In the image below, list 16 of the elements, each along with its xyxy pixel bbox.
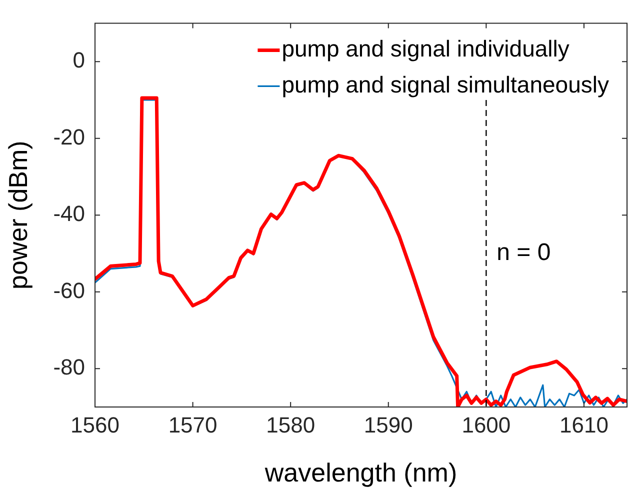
y-tick-label: -20	[53, 124, 85, 150]
x-axis-title: wavelength (nm)	[264, 458, 458, 488]
x-tick-label: 1580	[266, 412, 316, 438]
y-tick-label: -80	[53, 354, 85, 380]
annotation: n = 0	[496, 239, 551, 266]
x-tick-label: 1590	[364, 412, 413, 438]
y-tick-label: -40	[53, 201, 85, 226]
x-tick-label: 1560	[70, 412, 120, 438]
y-tick-label: 0	[72, 48, 85, 73]
legend-label: pump and signal simultaneously	[282, 72, 610, 98]
x-tick-label: 1570	[168, 412, 218, 438]
x-tick-label: 1610	[559, 412, 608, 438]
legend-label: pump and signal individually	[282, 36, 570, 62]
x-tick-label: 1600	[462, 412, 511, 438]
y-axis-title: power (dBm)	[2, 140, 33, 290]
y-tick-label: -60	[53, 278, 85, 303]
